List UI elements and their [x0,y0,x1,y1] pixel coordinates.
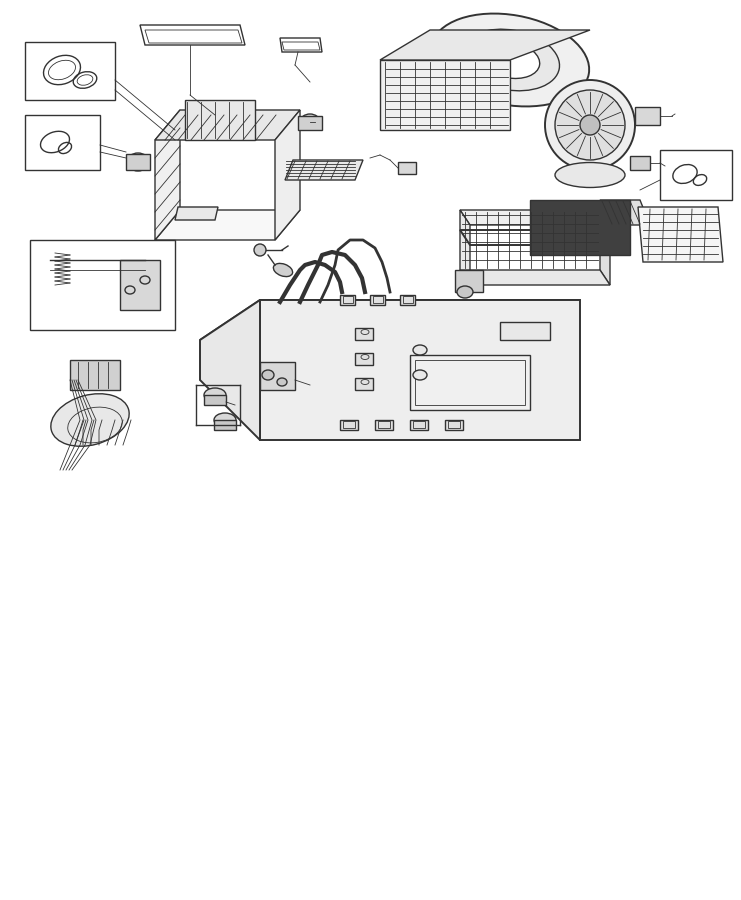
Polygon shape [200,300,260,440]
Ellipse shape [431,14,589,106]
Polygon shape [275,110,300,240]
Bar [25,42,115,100]
Bar [373,296,383,303]
Polygon shape [638,207,723,262]
Polygon shape [380,60,510,130]
Bar [185,120,255,138]
Ellipse shape [460,29,559,91]
Bar [343,296,353,303]
Bar [455,270,483,292]
Bar [415,360,525,405]
Polygon shape [410,420,428,430]
Polygon shape [185,100,255,140]
Polygon shape [175,207,218,220]
Polygon shape [155,110,300,140]
Bar [500,322,550,340]
Polygon shape [340,295,355,305]
Ellipse shape [51,393,129,446]
Bar [126,154,150,170]
Bar [343,421,355,428]
Ellipse shape [214,413,236,427]
Bar [355,378,373,390]
Ellipse shape [480,41,539,78]
Bar [214,420,236,430]
Ellipse shape [580,115,600,135]
Bar [378,421,390,428]
Polygon shape [340,420,358,430]
Bar [398,162,416,174]
Polygon shape [285,160,363,180]
Ellipse shape [413,345,427,355]
Polygon shape [460,210,610,225]
Bar [410,355,530,410]
Bar [630,156,650,170]
Polygon shape [375,420,393,430]
Bar [70,360,120,390]
Polygon shape [600,200,650,225]
Polygon shape [370,295,385,305]
Ellipse shape [127,153,149,171]
Bar [355,328,373,340]
Ellipse shape [273,264,293,276]
Bar [30,240,175,330]
Ellipse shape [277,378,287,386]
Bar [25,115,100,170]
Ellipse shape [545,80,635,170]
Polygon shape [445,420,463,430]
Bar [413,421,425,428]
Bar [204,395,226,405]
Ellipse shape [555,90,625,160]
Bar [120,260,160,310]
Polygon shape [380,30,590,60]
Bar [260,362,295,390]
Bar [298,116,322,130]
Bar [635,107,660,125]
Ellipse shape [300,114,320,130]
Ellipse shape [204,388,226,402]
Ellipse shape [262,370,274,380]
Polygon shape [200,300,580,340]
Ellipse shape [555,163,625,187]
Polygon shape [155,110,180,240]
Bar [530,200,630,255]
Polygon shape [460,270,610,285]
Circle shape [254,244,266,256]
Bar [448,421,460,428]
Polygon shape [400,295,415,305]
Ellipse shape [413,370,427,380]
Polygon shape [155,210,300,240]
Polygon shape [600,210,610,285]
Bar [403,296,413,303]
Bar [660,150,732,200]
Ellipse shape [457,286,473,298]
Polygon shape [260,300,580,440]
Polygon shape [460,210,470,285]
Bar [355,353,373,365]
